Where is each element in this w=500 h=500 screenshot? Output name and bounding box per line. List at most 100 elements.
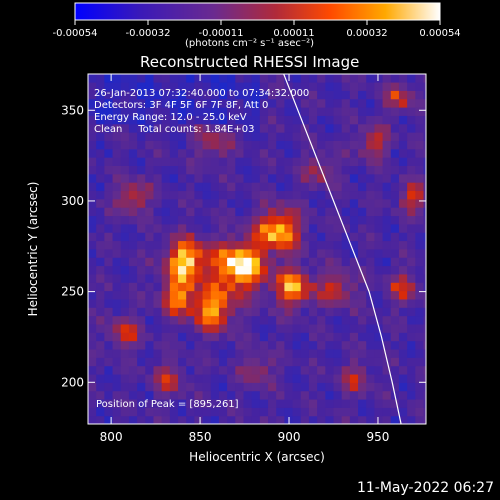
heatmap-cell	[276, 140, 285, 150]
heatmap-cell	[104, 148, 114, 158]
heatmap-cell	[382, 74, 392, 83]
heatmap-cell	[112, 373, 122, 383]
heatmap-cell	[218, 390, 228, 400]
heatmap-cell	[308, 173, 318, 183]
heatmap-cell	[186, 407, 195, 417]
heatmap-cell	[358, 207, 367, 217]
heatmap-cell	[227, 315, 236, 325]
heatmap-cell	[300, 315, 310, 325]
heatmap-cell	[186, 107, 195, 116]
heatmap-cell	[235, 365, 245, 375]
heatmap-cell	[432, 349, 441, 358]
heatmap-cell	[284, 182, 294, 192]
heatmap-cell	[398, 74, 408, 83]
heatmap-cell	[300, 90, 310, 100]
heatmap-cell	[202, 307, 212, 317]
heatmap-cell	[276, 307, 285, 317]
heatmap-cell	[235, 340, 245, 350]
heatmap-cell	[423, 215, 426, 225]
heatmap-cell	[382, 332, 392, 342]
heatmap-cell	[161, 240, 171, 250]
heatmap-cell	[300, 390, 310, 400]
heatmap-cell	[128, 107, 138, 116]
heatmap-cell	[432, 407, 441, 416]
heatmap-cell	[210, 123, 220, 133]
heatmap-cell	[374, 415, 384, 424]
heatmap-cell	[88, 232, 97, 242]
heatmap-cell	[382, 240, 392, 250]
heatmap-cell	[349, 140, 359, 150]
heatmap-cell	[423, 190, 426, 200]
heatmap-cell	[120, 90, 130, 100]
heatmap-cell	[128, 223, 138, 233]
heatmap-cell	[415, 223, 425, 233]
heatmap-cell	[415, 290, 425, 300]
heatmap-cell	[202, 390, 212, 400]
heatmap-cell	[210, 223, 220, 233]
heatmap-cell	[358, 382, 367, 392]
heatmap-cell	[161, 165, 171, 175]
heatmap-cell	[333, 74, 343, 83]
heatmap-cell	[325, 398, 335, 408]
heatmap-cell	[120, 123, 130, 133]
heatmap-cell	[210, 332, 220, 342]
heatmap-cell	[382, 407, 392, 417]
heatmap-cell	[128, 190, 138, 200]
heatmap-cell	[341, 298, 351, 308]
heatmap-cell	[333, 382, 343, 392]
heatmap-cell	[227, 332, 236, 342]
heatmap-cell	[186, 248, 195, 258]
heatmap-cell	[300, 332, 310, 342]
heatmap-cell	[317, 323, 326, 333]
heatmap-cell	[407, 323, 416, 333]
heatmap-cell	[284, 290, 294, 300]
heatmap-cell	[398, 215, 408, 225]
heatmap-cell	[161, 148, 171, 158]
colorbar-tick-label: -0.00054	[53, 28, 98, 39]
heatmap-cell	[186, 173, 195, 183]
heatmap-cell	[382, 273, 392, 283]
heatmap-cell	[153, 148, 163, 158]
heatmap-cell	[259, 215, 269, 225]
heatmap-cell	[104, 265, 114, 275]
heatmap-cell	[276, 323, 285, 333]
heatmap-cell	[268, 398, 277, 408]
heatmap-cell	[317, 115, 326, 125]
heatmap-cell	[398, 340, 408, 350]
heatmap-cell	[333, 182, 343, 192]
heatmap-cell	[104, 390, 114, 400]
heatmap-cell	[88, 157, 97, 166]
heatmap-cell	[317, 90, 326, 100]
heatmap-cell	[243, 132, 253, 141]
heatmap-cell	[218, 398, 228, 408]
heatmap-cell	[186, 415, 195, 424]
heatmap-cell	[202, 74, 212, 75]
heatmap-cell	[186, 165, 195, 175]
heatmap-cell	[333, 223, 343, 233]
heatmap-cell	[382, 398, 392, 408]
heatmap-cell	[194, 215, 204, 225]
heatmap-cell	[210, 165, 220, 175]
heatmap-cell	[104, 215, 114, 225]
heatmap-cell	[415, 165, 425, 175]
heatmap-cell	[382, 382, 392, 392]
heatmap-cell	[407, 90, 416, 100]
heatmap-cell	[227, 115, 236, 125]
heatmap-cell	[128, 182, 138, 192]
heatmap-cell	[259, 74, 269, 75]
heatmap-cell	[341, 307, 351, 317]
heatmap-cell	[268, 173, 277, 183]
heatmap-cell	[358, 348, 367, 358]
heatmap-cell	[169, 115, 179, 125]
heatmap-cell	[145, 390, 155, 400]
heatmap-cell	[284, 207, 294, 217]
heatmap-cell	[161, 157, 171, 166]
colorbar: -0.00054 -0.00032 -0.00011 0.00011 0.00032 0.…	[53, 2, 461, 39]
heatmap-cell	[366, 215, 376, 225]
heatmap-cell	[128, 74, 138, 83]
heatmap-cell	[308, 290, 318, 300]
heatmap-cell	[374, 273, 384, 283]
heatmap-cell	[194, 282, 204, 292]
heatmap-cell	[415, 90, 425, 100]
heatmap-cell	[251, 323, 261, 333]
